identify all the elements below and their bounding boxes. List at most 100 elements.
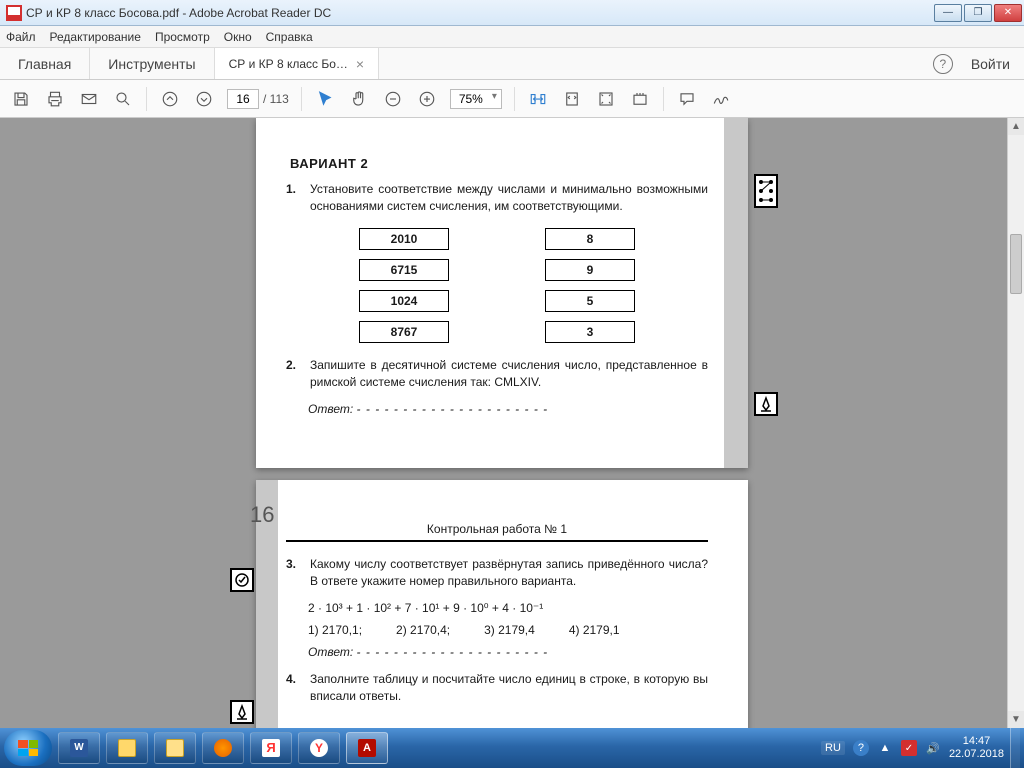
task-text: Запишите в десятичной системе счисления …: [310, 357, 708, 392]
pdf-page: ВАРИАНТ 2 1. Установите соответствие меж…: [256, 118, 748, 468]
tray-date: 22.07.2018: [949, 748, 1004, 761]
match-left-column: 2010 6715 1024 8767: [359, 228, 449, 343]
save-icon[interactable]: [10, 88, 32, 110]
print-icon[interactable]: [44, 88, 66, 110]
answer-dots: - - - - - - - - - - - - - - - - - - - - …: [357, 402, 549, 416]
taskbar-explorer-icon[interactable]: [106, 732, 148, 764]
fit-page-icon[interactable]: [561, 88, 583, 110]
show-desktop-button[interactable]: [1010, 728, 1020, 768]
vertical-scrollbar[interactable]: ▲ ▼: [1007, 118, 1024, 728]
help-icon[interactable]: ?: [933, 54, 953, 74]
page-down-icon[interactable]: [193, 88, 215, 110]
match-cell: 6715: [359, 259, 449, 281]
pdf-page: 16 Контрольная работа № 1 3. Какому числ…: [256, 480, 748, 728]
system-tray: RU ? ▲ ✓ 🔊 14:47 22.07.2018: [821, 735, 1010, 760]
taskbar-yandex-icon[interactable]: Я: [250, 732, 292, 764]
select-tool-icon[interactable]: [314, 88, 336, 110]
read-mode-icon[interactable]: [629, 88, 651, 110]
taskbar-folder-icon[interactable]: [154, 732, 196, 764]
menu-view[interactable]: Просмотр: [155, 30, 210, 44]
tab-close-icon[interactable]: ×: [356, 56, 364, 72]
app-tabs: Главная Инструменты СР и КР 8 класс Бо… …: [0, 48, 1024, 80]
task-2: 2. Запишите в десятичной системе счислен…: [286, 357, 708, 392]
tray-volume-icon[interactable]: 🔊: [925, 740, 941, 756]
menubar: Файл Редактирование Просмотр Окно Справк…: [0, 26, 1024, 48]
mail-icon[interactable]: [78, 88, 100, 110]
taskbar-acrobat-icon[interactable]: A: [346, 732, 388, 764]
match-cell: 3: [545, 321, 635, 343]
zoom-selector[interactable]: 75%: [450, 89, 502, 109]
variant-heading: ВАРИАНТ 2: [290, 156, 708, 171]
menu-window[interactable]: Окно: [224, 30, 252, 44]
zoom-value: 75%: [450, 89, 502, 109]
zoom-in-icon[interactable]: [416, 88, 438, 110]
app-icon: [6, 5, 22, 21]
answer-label: Ответ:: [308, 402, 353, 416]
taskbar-firefox-icon[interactable]: [202, 732, 244, 764]
close-button[interactable]: ✕: [994, 4, 1022, 22]
scroll-thumb[interactable]: [1010, 234, 1022, 294]
tray-time: 14:47: [949, 735, 1004, 748]
pages-container: ВАРИАНТ 2 1. Установите соответствие меж…: [256, 118, 748, 728]
fullscreen-icon[interactable]: [595, 88, 617, 110]
task-text: Какому числу соответствует развёрнутая з…: [310, 556, 708, 591]
document-viewport: ВАРИАНТ 2 1. Установите соответствие меж…: [0, 118, 1024, 728]
tray-language[interactable]: RU: [821, 741, 845, 755]
page-number-input[interactable]: [227, 89, 259, 109]
hand-tool-icon[interactable]: [348, 88, 370, 110]
taskbar-word-icon[interactable]: W: [58, 732, 100, 764]
sign-icon[interactable]: [710, 88, 732, 110]
window-controls: — ❐ ✕: [934, 4, 1022, 22]
scroll-up-icon[interactable]: ▲: [1008, 118, 1024, 135]
match-grid: 2010 6715 1024 8767 8 9 5 3: [286, 228, 708, 343]
tray-flag-icon[interactable]: ▲: [877, 740, 893, 756]
comment-icon[interactable]: [676, 88, 698, 110]
taskbar: W Я Y A RU ? ▲ ✓ 🔊 14:47 22.07.2018: [0, 728, 1024, 768]
menu-edit[interactable]: Редактирование: [50, 30, 141, 44]
task-number: 3.: [286, 556, 302, 591]
task-number: 1.: [286, 181, 302, 216]
start-button[interactable]: [4, 730, 52, 766]
scroll-down-icon[interactable]: ▼: [1008, 711, 1024, 728]
tray-clock[interactable]: 14:47 22.07.2018: [949, 735, 1004, 760]
menu-file[interactable]: Файл: [6, 30, 36, 44]
option-3: 3) 2179,4: [484, 623, 535, 637]
fit-width-icon[interactable]: [527, 88, 549, 110]
menu-help[interactable]: Справка: [266, 30, 313, 44]
match-cell: 1024: [359, 290, 449, 312]
task-number: 2.: [286, 357, 302, 392]
match-cell: 8767: [359, 321, 449, 343]
tab-home[interactable]: Главная: [0, 48, 90, 79]
answer-dots: - - - - - - - - - - - - - - - - - - - - …: [357, 645, 549, 659]
page-number: 16: [250, 502, 274, 528]
match-cell: 9: [545, 259, 635, 281]
task-icon-write: [754, 392, 778, 416]
task-text: Заполните таблицу и посчитайте число еди…: [310, 671, 708, 706]
window-title: СР и КР 8 класс Босова.pdf - Adobe Acrob…: [26, 6, 934, 20]
maximize-button[interactable]: ❐: [964, 4, 992, 22]
page-up-icon[interactable]: [159, 88, 181, 110]
login-button[interactable]: Войти: [971, 56, 1010, 72]
task-icon-write: [230, 700, 254, 724]
match-cell: 5: [545, 290, 635, 312]
option-1: 1) 2170,1;: [308, 623, 362, 637]
taskbar-yabrowser-icon[interactable]: Y: [298, 732, 340, 764]
page-indicator: / 113: [227, 89, 289, 109]
titlebar: СР и КР 8 класс Босова.pdf - Adobe Acrob…: [0, 0, 1024, 26]
task-text: Установите соответствие между числами и …: [310, 181, 708, 216]
tray-help-icon[interactable]: ?: [853, 740, 869, 756]
answer-line: Ответ: - - - - - - - - - - - - - - - - -…: [308, 645, 708, 659]
match-cell: 8: [545, 228, 635, 250]
tab-document[interactable]: СР и КР 8 класс Бо… ×: [215, 48, 380, 79]
task-1: 1. Установите соответствие между числами…: [286, 181, 708, 216]
tab-tools[interactable]: Инструменты: [90, 48, 214, 79]
page-total: / 113: [263, 92, 289, 106]
page-rule: [286, 540, 708, 542]
zoom-out-icon[interactable]: [382, 88, 404, 110]
task-4: 4. Заполните таблицу и посчитайте число …: [286, 671, 708, 706]
match-cell: 2010: [359, 228, 449, 250]
task-icon-match: [754, 174, 778, 208]
tray-av-icon[interactable]: ✓: [901, 740, 917, 756]
search-icon[interactable]: [112, 88, 134, 110]
minimize-button[interactable]: —: [934, 4, 962, 22]
